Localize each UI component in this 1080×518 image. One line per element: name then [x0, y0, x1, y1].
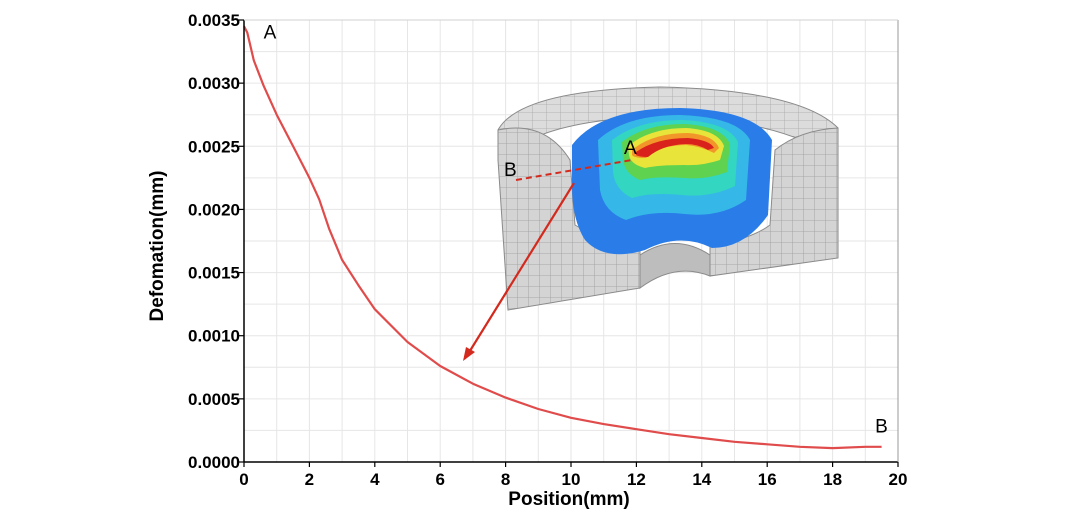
pointer-arrowhead — [463, 347, 475, 361]
x-tick-label: 0 — [239, 470, 248, 489]
fe-model-inset: B A — [463, 86, 839, 361]
x-tick-label: 14 — [692, 470, 711, 489]
x-tick-label: 8 — [501, 470, 510, 489]
y-tick-label: 0.0010 — [188, 327, 240, 346]
x-tick-label: 2 — [305, 470, 314, 489]
axes — [239, 19, 899, 467]
curve-endpoint-label: B — [875, 417, 888, 438]
y-tick-label: 0.0030 — [188, 74, 240, 93]
series-line — [243, 25, 882, 450]
x-tick-label: 18 — [823, 470, 842, 489]
labels: 0 2 4 6 8 10 12 14 16 18 20 0.0000 0.0005 0.0010 0.001… — [147, 11, 907, 510]
y-tick-label: 0.0025 — [188, 137, 240, 156]
x-tick-label: 6 — [435, 470, 444, 489]
series-layer — [243, 25, 882, 450]
pointer-arrow — [467, 182, 575, 355]
y-tick-label: 0.0015 — [188, 264, 240, 283]
x-tick-label: 10 — [562, 470, 581, 489]
x-axis-title: Position(mm) — [508, 489, 629, 510]
x-tick-label: 4 — [370, 470, 380, 489]
curve-endpoint-label: A — [264, 23, 277, 44]
y-axis-title: Defomation(mm) — [147, 171, 168, 322]
y-tick-label: 0.0020 — [188, 200, 240, 219]
y-tick-label: 0.0005 — [188, 390, 240, 409]
x-tick-label: 20 — [889, 470, 908, 489]
x-tick-label: 12 — [627, 470, 646, 489]
inset-label-b: B — [504, 160, 517, 181]
inset-label-a: A — [624, 138, 637, 159]
y-tick-label: 0.0000 — [188, 453, 240, 472]
contour-red — [636, 138, 714, 157]
x-tick-label: 16 — [758, 470, 777, 489]
y-tick-label: 0.0035 — [188, 11, 240, 30]
model-inner-hole — [639, 243, 711, 289]
